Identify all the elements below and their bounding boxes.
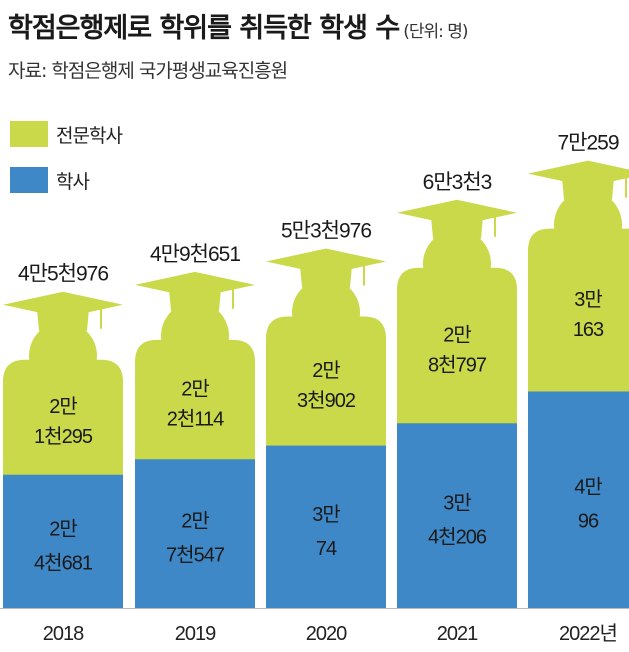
associate-label-2020-line1: 2만 bbox=[312, 359, 340, 382]
x-tick-2021: 2021 bbox=[437, 623, 478, 645]
head-2021 bbox=[423, 229, 491, 298]
bachelor-label-2020-line2: 74 bbox=[316, 538, 337, 560]
bachelor-label-2018-line2: 4천681 bbox=[34, 551, 93, 574]
title-row: 학점은행제로 학위를 취득한 학생 수 (단위: 명) bbox=[8, 6, 469, 45]
legend-label-associate: 전문학사 bbox=[56, 124, 123, 147]
bachelor-label-2021-line2: 4천206 bbox=[428, 526, 487, 549]
associate-label-2021-line2: 8천797 bbox=[428, 354, 487, 377]
bachelor-label-2021-line1: 3만 bbox=[443, 492, 471, 515]
x-tick-2019: 2019 bbox=[175, 623, 216, 645]
source-note: 자료: 학점은행제 국가평생교육진흥원 bbox=[8, 60, 288, 82]
total-label-2021: 6만3천3 bbox=[423, 171, 492, 194]
cap-board-2019 bbox=[135, 271, 255, 298]
bachelor-label-2019-line2: 7천547 bbox=[166, 544, 225, 567]
associate-label-2018-line2: 1천295 bbox=[34, 425, 93, 448]
bachelor-label-2022년-line2: 96 bbox=[578, 511, 599, 533]
legend-label-bachelor: 학사 bbox=[56, 170, 90, 193]
cap-board-2018 bbox=[3, 291, 123, 318]
bar-bachelor-2019 bbox=[135, 459, 255, 608]
bar-bachelor-2022년 bbox=[528, 391, 629, 608]
total-label-2020: 5만3천976 bbox=[281, 220, 371, 243]
cap-board-2021 bbox=[397, 199, 517, 226]
legend-swatch-bachelor bbox=[10, 167, 48, 193]
bar-associate-2022년 bbox=[528, 228, 629, 393]
associate-label-2018-line1: 2만 bbox=[49, 395, 77, 418]
chart-title: 학점은행제로 학위를 취득한 학생 수 bbox=[8, 13, 400, 44]
x-tick-2022년: 2022년 bbox=[559, 622, 617, 645]
head-2022년 bbox=[554, 190, 622, 259]
bachelor-label-2022년-line1: 4만 bbox=[574, 476, 602, 499]
bar-associate-2021 bbox=[397, 267, 517, 425]
total-label-2019: 4만9천651 bbox=[150, 243, 240, 266]
unit-label: (단위: 명) bbox=[403, 22, 468, 42]
associate-label-2020-line2: 3천902 bbox=[297, 389, 356, 412]
bachelor-label-2020-line1: 3만 bbox=[312, 503, 340, 526]
bar-associate-2020 bbox=[266, 316, 386, 447]
head-2019 bbox=[161, 301, 229, 370]
bachelor-label-2019-line1: 2만 bbox=[181, 510, 209, 533]
bar-bachelor-2021 bbox=[397, 423, 517, 608]
bar-bachelor-2018 bbox=[3, 474, 123, 608]
associate-label-2022년-line1: 3만 bbox=[574, 288, 602, 311]
x-tick-2018: 2018 bbox=[43, 623, 84, 645]
legend-item-associate: 전문학사 bbox=[10, 119, 123, 149]
total-label-2018: 4만5천976 bbox=[18, 263, 108, 286]
associate-label-2022년-line2: 163 bbox=[573, 319, 604, 341]
bar-bachelor-2020 bbox=[266, 445, 386, 608]
legend-item-bachelor: 학사 bbox=[10, 165, 90, 195]
head-2020 bbox=[292, 278, 360, 347]
head-2018 bbox=[29, 321, 97, 390]
cap-board-2020 bbox=[266, 248, 386, 275]
x-tick-2020: 2020 bbox=[306, 623, 347, 645]
cap-board-2022년 bbox=[528, 160, 629, 187]
total-label-2022년: 7만259 bbox=[557, 132, 618, 155]
associate-label-2019-line1: 2만 bbox=[181, 378, 209, 401]
associate-label-2021-line1: 2만 bbox=[443, 324, 471, 347]
associate-label-2019-line2: 2천114 bbox=[167, 408, 224, 431]
bar-associate-2018 bbox=[3, 359, 123, 476]
legend-swatch-associate bbox=[10, 121, 48, 147]
bar-associate-2019 bbox=[135, 339, 255, 461]
bachelor-label-2018-line1: 2만 bbox=[49, 517, 77, 540]
